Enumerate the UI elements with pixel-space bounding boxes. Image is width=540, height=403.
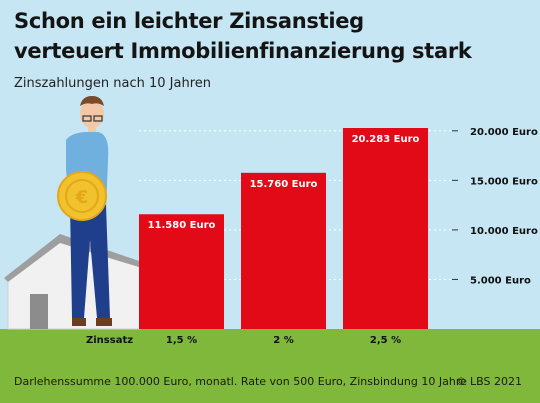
x-tick-label: 2,5 % xyxy=(370,335,401,346)
credit: © LBS 2021 xyxy=(455,375,522,388)
bar-value-label: 15.760 Euro xyxy=(250,179,318,190)
x-axis-label: Zinssatz xyxy=(86,335,133,346)
x-tick-label: 1,5 % xyxy=(166,335,197,346)
bar-value-label: 20.283 Euro xyxy=(352,134,420,145)
y-tick-label: 20.000 Euro xyxy=(470,127,538,138)
bar xyxy=(343,128,428,329)
chart-title: Schon ein leichter Zinsanstieg verteuert… xyxy=(14,6,472,66)
bar xyxy=(241,172,326,329)
bar-value-label: 11.580 Euro xyxy=(148,220,216,231)
title-line-1: Schon ein leichter Zinsanstieg xyxy=(14,9,364,33)
person-illustration: € xyxy=(57,96,112,326)
y-tick-label: 10.000 Euro xyxy=(470,226,538,237)
bars: 11.580 Euro 15.760 Euro 20.283 Euro xyxy=(139,128,428,329)
y-tick-label: 15.000 Euro xyxy=(470,176,538,187)
footnote: Darlehenssumme 100.000 Euro, monatl. Rat… xyxy=(14,375,467,388)
x-tick-label: 2 % xyxy=(273,335,293,346)
svg-text:€: € xyxy=(75,187,89,208)
bar xyxy=(139,214,224,329)
y-tick-label: 5.000 Euro xyxy=(470,275,531,286)
x-axis: 1,5 % 2 % 2,5 % Zinssatz xyxy=(86,335,401,346)
title-line-2: verteuert Immobilienfinanzierung stark xyxy=(14,39,472,63)
ground xyxy=(0,329,540,403)
y-axis: 5.000 Euro 10.000 Euro 15.000 Euro 20.000 E… xyxy=(452,127,538,286)
chart-subtitle: Zinszahlungen nach 10 Jahren xyxy=(14,76,212,91)
